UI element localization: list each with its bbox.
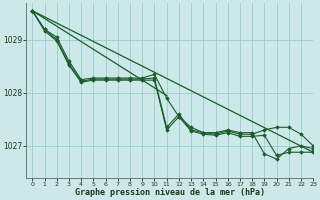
X-axis label: Graphe pression niveau de la mer (hPa): Graphe pression niveau de la mer (hPa) bbox=[75, 188, 265, 197]
